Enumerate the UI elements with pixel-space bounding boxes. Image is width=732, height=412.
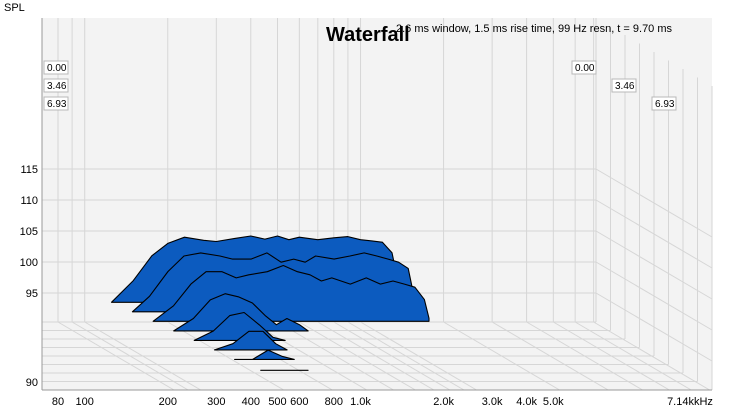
- x-tick-4: 400: [242, 396, 260, 408]
- time-label-right-2: 6.93: [655, 99, 675, 110]
- time-label-right-0: 0.00: [575, 63, 595, 74]
- y-axis-label: SPL: [4, 2, 25, 14]
- x-tick-1: 100: [76, 396, 94, 408]
- y-tick-0: 115: [20, 164, 38, 176]
- x-tick-0: 80: [52, 396, 64, 408]
- x-tick-8: 1.0k: [350, 396, 371, 408]
- y-tick-2: 105: [20, 226, 38, 238]
- time-label-right-1: 3.46: [615, 81, 635, 92]
- y-tick-3: 100: [20, 257, 38, 269]
- x-tick-11: 4.0k: [516, 396, 537, 408]
- x-tick-7: 800: [325, 396, 343, 408]
- time-label-right-box-1: [611, 78, 637, 93]
- time-label-left-0: 0.00: [47, 63, 67, 74]
- x-tick-10: 3.0k: [482, 396, 503, 408]
- x-tick-3: 300: [207, 396, 225, 408]
- slice-6: [234, 349, 295, 360]
- x-tick-9: 2.0k: [433, 396, 454, 408]
- x-tick-12: 5.0k: [543, 396, 564, 408]
- x-tick-6: 600: [290, 396, 308, 408]
- time-label-left-box-2: [43, 96, 69, 111]
- time-label-left-2: 6.93: [47, 99, 67, 110]
- y-tick-1: 110: [20, 195, 38, 207]
- chart-title: Waterfall: [326, 24, 410, 46]
- waterfall-slices: [110, 235, 430, 371]
- time-label-left-1: 3.46: [47, 81, 67, 92]
- info-text: 2.6 ms window, 1.5 ms rise time, 99 Hz r…: [396, 23, 673, 35]
- time-label-left-box-0: [43, 60, 69, 75]
- time-label-right-box-0: [571, 60, 597, 75]
- time-labels: 0.00 0.00 3.46 3.46 6.93 6.93: [43, 60, 677, 111]
- x-tick-2: 200: [159, 396, 177, 408]
- slice-5: [213, 330, 288, 351]
- slice-3: [173, 293, 309, 332]
- time-label-right-box-2: [651, 96, 677, 111]
- y-tick-4: 95: [26, 288, 38, 300]
- x-tick-labels: 80 100 200 300 400 500 600 800 1.0k 2.0k 3.0k 4.0k 5…: [52, 396, 713, 408]
- time-label-left-box-1: [43, 78, 69, 93]
- x-tick-13: 7.14kkHz: [667, 396, 713, 408]
- x-tick-5: 500: [268, 396, 286, 408]
- y-tick-5: 90: [26, 377, 38, 389]
- y-tick-labels: 115 110 105 100 95 90: [20, 164, 38, 389]
